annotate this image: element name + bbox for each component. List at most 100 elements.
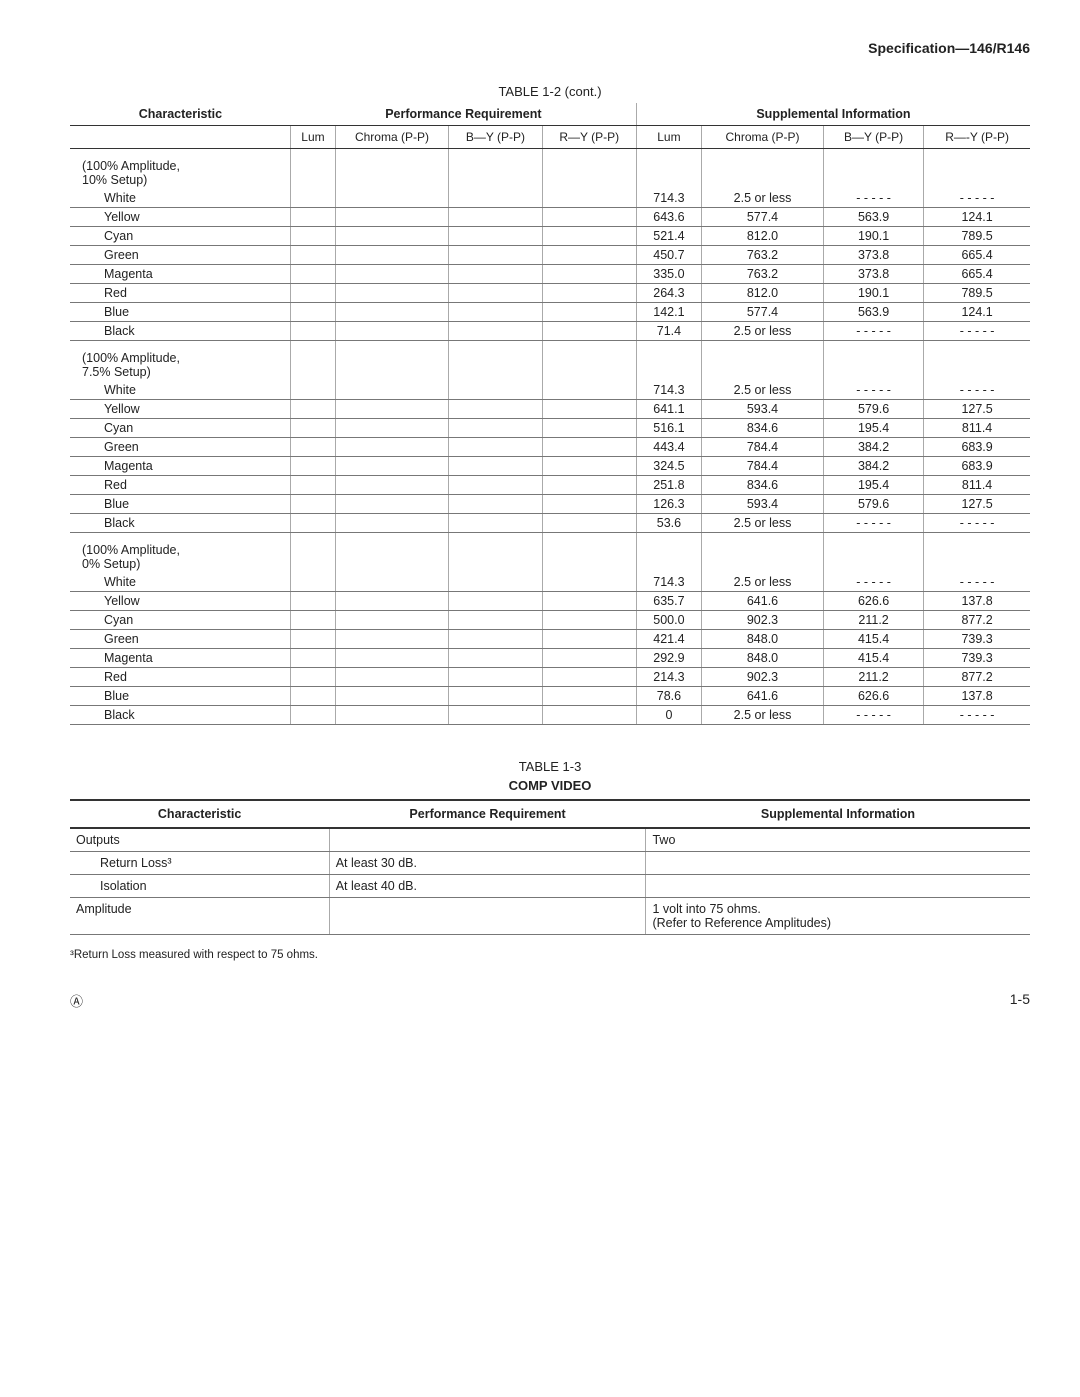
cell-by: 415.4 — [824, 649, 924, 668]
cell-lum: 443.4 — [636, 438, 701, 457]
cell-lum: 500.0 — [636, 611, 701, 630]
cell-by: 195.4 — [824, 476, 924, 495]
col-lum-2: Lum — [636, 126, 701, 149]
row-name: Green — [70, 246, 291, 265]
section-label: (100% Amplitude, 10% Setup) — [70, 149, 291, 190]
cell-ry: - - - - - — [924, 706, 1030, 725]
cell-by: - - - - - — [824, 706, 924, 725]
row-name: Blue — [70, 303, 291, 322]
table-row: Yellow643.6577.4563.9124.1 — [70, 208, 1030, 227]
row-name: Black — [70, 514, 291, 533]
table-row: Blue 78.6641.6626.6137.8 — [70, 687, 1030, 706]
row-name: Cyan — [70, 419, 291, 438]
t13-char: Isolation — [70, 875, 329, 898]
cell-ry: 127.5 — [924, 400, 1030, 419]
cell-by: 211.2 — [824, 668, 924, 687]
t13-hdr-s: Supplemental Information — [646, 800, 1030, 828]
table-row: Blue142.1577.4563.9124.1 — [70, 303, 1030, 322]
cell-by: 373.8 — [824, 265, 924, 284]
hdr-characteristic: Characteristic — [70, 103, 291, 126]
table-row: IsolationAt least 40 dB. — [70, 875, 1030, 898]
cell-lum: 635.7 — [636, 592, 701, 611]
copyright-icon: Ⓐ — [70, 991, 83, 1010]
table-row: Magenta324.5784.4384.2683.9 — [70, 457, 1030, 476]
cell-ry: - - - - - — [924, 381, 1030, 400]
table-row: Amplitude1 volt into 75 ohms. (Refer to … — [70, 898, 1030, 935]
cell-ry: 137.8 — [924, 687, 1030, 706]
cell-chroma: 784.4 — [701, 438, 823, 457]
row-name: Blue — [70, 495, 291, 514]
row-name: Red — [70, 668, 291, 687]
cell-lum: 292.9 — [636, 649, 701, 668]
col-ry-2: R—-Y (P-P) — [924, 126, 1030, 149]
row-name: Magenta — [70, 265, 291, 284]
section-label: (100% Amplitude, 0% Setup) — [70, 533, 291, 574]
cell-by: 626.6 — [824, 592, 924, 611]
cell-lum: 516.1 — [636, 419, 701, 438]
cell-by: 384.2 — [824, 438, 924, 457]
cell-ry: 739.3 — [924, 649, 1030, 668]
cell-chroma: 641.6 — [701, 592, 823, 611]
table-row: Green421.4848.0415.4739.3 — [70, 630, 1030, 649]
cell-by: - - - - - — [824, 514, 924, 533]
cell-lum: 78.6 — [636, 687, 701, 706]
cell-by: 384.2 — [824, 457, 924, 476]
cell-lum: 71.4 — [636, 322, 701, 341]
cell-chroma: 2.5 or less — [701, 706, 823, 725]
section-label: (100% Amplitude, 7.5% Setup) — [70, 341, 291, 382]
cell-lum: 0 — [636, 706, 701, 725]
row-name: Red — [70, 476, 291, 495]
cell-lum: 126.3 — [636, 495, 701, 514]
table-row: OutputsTwo — [70, 828, 1030, 852]
cell-chroma: 577.4 — [701, 208, 823, 227]
cell-ry: 789.5 — [924, 227, 1030, 246]
cell-by: 563.9 — [824, 303, 924, 322]
table-row: Return Loss³At least 30 dB. — [70, 852, 1030, 875]
table-1-3: Characteristic Performance Requirement S… — [70, 799, 1030, 935]
table-row: Green450.7763.2373.8665.4 — [70, 246, 1030, 265]
t13-char: Amplitude — [70, 898, 329, 935]
table-row: Red264.3812.0190.1789.5 — [70, 284, 1030, 303]
cell-ry: 683.9 — [924, 438, 1030, 457]
cell-by: 195.4 — [824, 419, 924, 438]
cell-by: - - - - - — [824, 189, 924, 208]
row-name: White — [70, 573, 291, 592]
page-number: 1-5 — [1010, 991, 1030, 1010]
cell-ry: - - - - - — [924, 322, 1030, 341]
cell-by: 373.8 — [824, 246, 924, 265]
cell-lum: 264.3 — [636, 284, 701, 303]
cell-chroma: 577.4 — [701, 303, 823, 322]
table-row: White714.32.5 or less- - - - -- - - - - — [70, 189, 1030, 208]
cell-chroma: 593.4 — [701, 400, 823, 419]
col-ry-1: R—Y (P-P) — [542, 126, 636, 149]
cell-ry: 137.8 — [924, 592, 1030, 611]
cell-lum: 643.6 — [636, 208, 701, 227]
cell-lum: 450.7 — [636, 246, 701, 265]
cell-ry: 127.5 — [924, 495, 1030, 514]
cell-chroma: 641.6 — [701, 687, 823, 706]
row-name: Blue — [70, 687, 291, 706]
row-name: Yellow — [70, 592, 291, 611]
cell-ry: - - - - - — [924, 514, 1030, 533]
table-row: Magenta292.9848.0415.4739.3 — [70, 649, 1030, 668]
spec-header: Specification—146/R146 — [70, 40, 1030, 56]
row-name: Cyan — [70, 227, 291, 246]
hdr-supplemental: Supplemental Information — [636, 103, 1030, 126]
cell-ry: 811.4 — [924, 476, 1030, 495]
table-row: Yellow 635.7641.6626.6137.8 — [70, 592, 1030, 611]
cell-by: 626.6 — [824, 687, 924, 706]
col-by-2: B—Y (P-P) — [824, 126, 924, 149]
cell-ry: 877.2 — [924, 611, 1030, 630]
cell-lum: 714.3 — [636, 381, 701, 400]
cell-chroma: 834.6 — [701, 476, 823, 495]
col-lum-1: Lum — [291, 126, 335, 149]
cell-lum: 641.1 — [636, 400, 701, 419]
table-row: Black71.42.5 or less- - - - -- - - - - — [70, 322, 1030, 341]
cell-chroma: 2.5 or less — [701, 381, 823, 400]
t13-perf: At least 40 dB. — [329, 875, 646, 898]
table-row: White714.32.5 or less- - - - -- - - - - — [70, 573, 1030, 592]
cell-by: 579.6 — [824, 400, 924, 419]
cell-ry: 665.4 — [924, 246, 1030, 265]
table-row: Red214.3902.3211.2877.2 — [70, 668, 1030, 687]
cell-chroma: 848.0 — [701, 649, 823, 668]
